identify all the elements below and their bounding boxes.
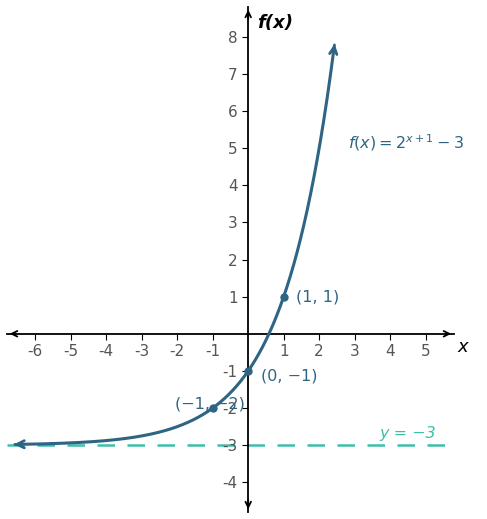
Text: y = −3: y = −3 (379, 426, 436, 441)
Text: x: x (458, 338, 468, 356)
Text: (−1, −2): (−1, −2) (175, 397, 245, 412)
Text: (1, 1): (1, 1) (296, 289, 339, 304)
Text: (0, −1): (0, −1) (261, 369, 317, 384)
Text: $f(x) = 2^{x + 1} - 3$: $f(x) = 2^{x + 1} - 3$ (348, 132, 464, 153)
Text: f(x): f(x) (257, 15, 293, 32)
